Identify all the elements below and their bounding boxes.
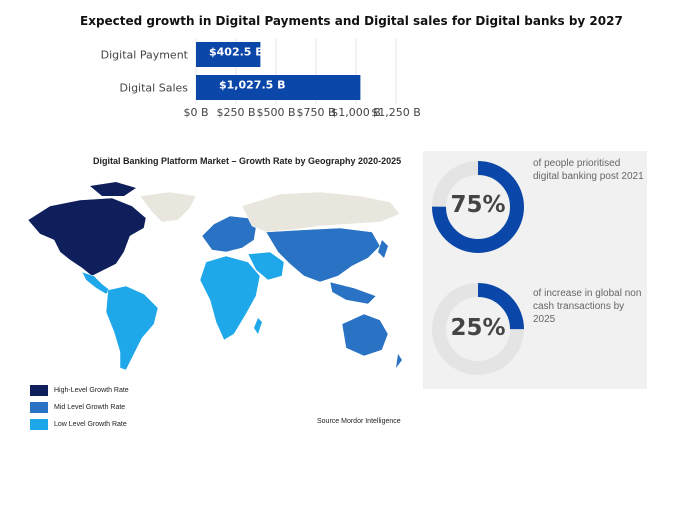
bar-value-label-0: $402.5 B xyxy=(209,46,264,59)
category-label-0: Digital Payment xyxy=(101,49,189,62)
map-region-japan xyxy=(378,240,388,258)
stat-text-1: of people prioritised digital banking po… xyxy=(533,158,644,182)
bar-value-label-1: $1,027.5 B xyxy=(219,79,286,92)
map-legend: High-Level Growth Rate Mid Level Growth … xyxy=(30,383,129,434)
bar-1 xyxy=(196,75,361,100)
x-tick-label-0: $0 B xyxy=(183,106,208,119)
bar-chart-title: Expected growth in Digital Payments and … xyxy=(80,14,623,28)
legend-swatch-mid xyxy=(30,402,48,413)
stat-percent-2: 25% xyxy=(450,315,506,341)
category-label-1: Digital Sales xyxy=(120,82,189,95)
map-region-central-america xyxy=(81,271,111,295)
donut-chart-1 xyxy=(432,161,524,253)
legend-item-low: Low Level Growth Rate xyxy=(30,417,129,432)
donut-arc-1 xyxy=(432,161,524,253)
map-region-north-america xyxy=(27,197,147,277)
map-title: Digital Banking Platform Market – Growth… xyxy=(93,156,402,166)
bar-0 xyxy=(196,42,261,67)
map-region-europe xyxy=(201,215,257,253)
x-tick-label-4: $1,000 B xyxy=(331,106,381,119)
map-region-greenland xyxy=(139,191,197,223)
legend-label-high: High-Level Growth Rate xyxy=(54,387,129,394)
map-region-south-america xyxy=(105,285,159,371)
map-source: Source Mordor Intelligence xyxy=(317,418,401,425)
legend-label-mid: Mid Level Growth Rate xyxy=(54,404,126,411)
x-tick-label-2: $500 B xyxy=(256,106,295,119)
legend-label-low: Low Level Growth Rate xyxy=(54,421,127,428)
map-region-madagascar xyxy=(254,318,262,334)
map-region-russia xyxy=(241,191,401,233)
x-tick-label-5: $1,250 B xyxy=(371,106,421,119)
map-region-middle-east xyxy=(247,251,285,281)
map-region-new-zealand xyxy=(396,354,402,368)
legend-swatch-low xyxy=(30,419,48,430)
bar-chart: Digital Payment $402.5 B Digital Sales $1,0… xyxy=(101,38,421,119)
donut-arc-2 xyxy=(432,283,524,375)
stats-panel: 75% of people prioritised digital bankin… xyxy=(423,151,647,389)
map-region-canada-islands xyxy=(90,182,136,196)
x-tick-label-3: $750 B xyxy=(296,106,335,119)
stat-percent-1: 75% xyxy=(450,192,506,218)
map-region-southeast-asia xyxy=(329,281,377,305)
donut-chart-2 xyxy=(432,283,524,375)
legend-item-mid: Mid Level Growth Rate xyxy=(30,400,129,415)
map-region-australia xyxy=(341,313,389,357)
x-tick-label-1: $250 B xyxy=(216,106,255,119)
legend-item-high: High-Level Growth Rate xyxy=(30,383,129,398)
world-map xyxy=(27,182,402,371)
map-region-asia xyxy=(265,227,381,283)
legend-swatch-high xyxy=(30,385,48,396)
stat-text-2: of increase in global non cash transacti… xyxy=(533,288,642,325)
map-region-africa xyxy=(199,255,261,341)
